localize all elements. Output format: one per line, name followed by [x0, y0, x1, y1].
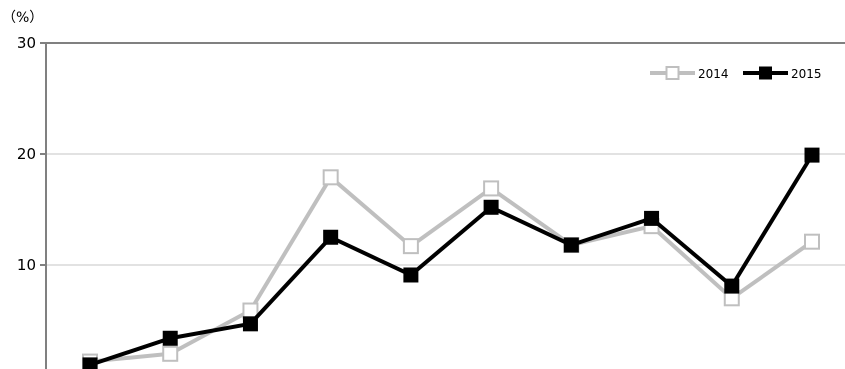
y-tick-labels: 10 20 30 [17, 34, 36, 274]
point-2014-3 [242, 302, 259, 319]
point-2014-2 [162, 345, 179, 362]
point-2014-10 [804, 233, 820, 250]
legend-marker-2014 [665, 66, 680, 80]
y-tick-label-10: 10 [17, 256, 36, 274]
y-tick-marks [40, 42, 46, 266]
point-2015-6 [483, 199, 499, 215]
point-2015-1 [82, 357, 98, 369]
point-2015-5 [403, 267, 419, 283]
series-2015 [82, 147, 820, 369]
legend-marker-2015 [759, 66, 772, 80]
point-2014-4 [322, 169, 339, 186]
point-2015-4 [323, 229, 339, 245]
y-tick-label-20: 20 [17, 145, 36, 163]
legend-item-2015: 2015 [743, 66, 822, 81]
legend-label-2015: 2015 [791, 67, 822, 81]
series-line-2015 [89, 154, 814, 367]
point-2015-7 [563, 237, 579, 253]
point-2015-10 [804, 147, 820, 163]
point-2014-6 [483, 180, 500, 197]
series-layer [82, 147, 820, 369]
point-2015-3 [242, 316, 258, 332]
legend-label-2014: 2014 [698, 67, 729, 81]
point-2015-8 [644, 210, 660, 226]
legend-item-2014: 2014 [650, 66, 729, 81]
legend: 2014 2015 [650, 66, 822, 81]
gridlines [46, 153, 845, 266]
series-2014 [82, 169, 820, 369]
point-2015-2 [162, 330, 178, 346]
point-2015-9 [724, 278, 740, 294]
point-2014-5 [402, 238, 419, 255]
y-tick-label-30: 30 [17, 34, 36, 52]
unit-label: （%） [2, 10, 43, 26]
